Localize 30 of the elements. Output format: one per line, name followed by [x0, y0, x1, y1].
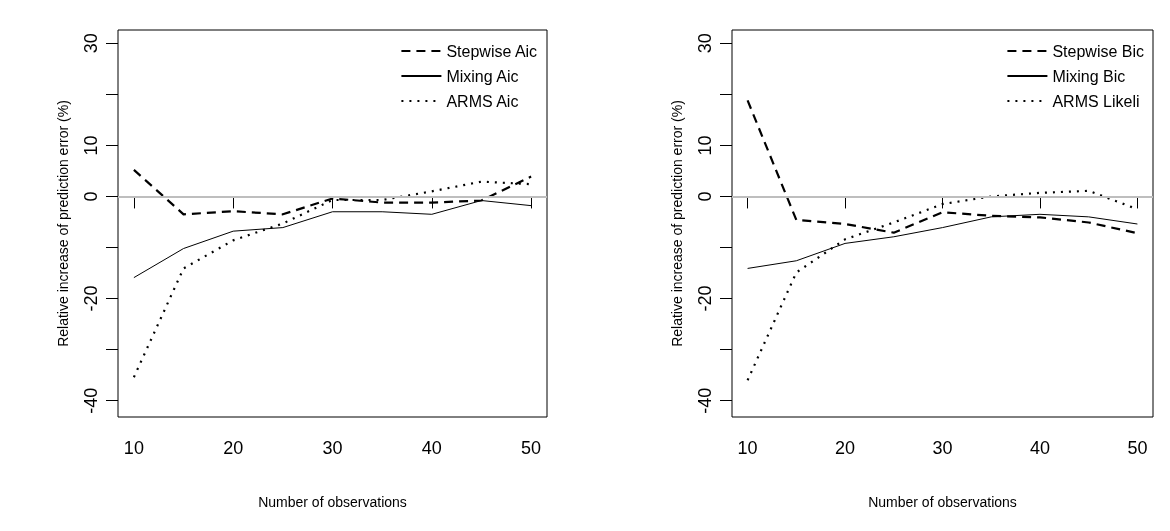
y-tick-label: 10: [81, 135, 101, 156]
x-tick-label: 10: [123, 438, 144, 458]
y-tick-label: 10: [695, 135, 715, 156]
x-tick-label: 50: [1127, 438, 1148, 458]
x-tick-label: 50: [521, 438, 542, 458]
legend-label: Stepwise Bic: [1052, 42, 1144, 60]
y-axis-title: Relative increase of prediction error (%): [55, 100, 71, 347]
x-tick-label: 10: [737, 438, 758, 458]
legend-label: ARMS Aic: [446, 92, 519, 110]
y-tick-label: -40: [81, 387, 101, 414]
x-tick-label: 20: [223, 438, 244, 458]
legend-label: ARMS Likeli: [1052, 92, 1140, 110]
x-tick-label: 20: [835, 438, 856, 458]
y-tick-label: -20: [81, 285, 101, 312]
y-tick-label: -20: [695, 285, 715, 312]
legend-label: Mixing Bic: [1052, 67, 1126, 85]
y-tick-label: -40: [695, 387, 715, 414]
x-axis-title: Number of observations: [868, 494, 1017, 510]
legend-label: Mixing Aic: [446, 67, 519, 85]
legend-label: Stepwise Aic: [446, 42, 538, 60]
y-tick-label: 0: [81, 191, 101, 202]
y-axis-title: Relative increase of prediction error (%): [669, 100, 685, 347]
x-tick-label: 30: [322, 438, 343, 458]
y-tick-label: 30: [81, 33, 101, 54]
y-tick-label: 30: [695, 33, 715, 54]
x-tick-label: 30: [932, 438, 953, 458]
x-axis-title: Number of observations: [258, 494, 407, 510]
x-tick-label: 40: [421, 438, 442, 458]
y-tick-label: 0: [695, 191, 715, 202]
x-tick-label: 40: [1029, 438, 1050, 458]
